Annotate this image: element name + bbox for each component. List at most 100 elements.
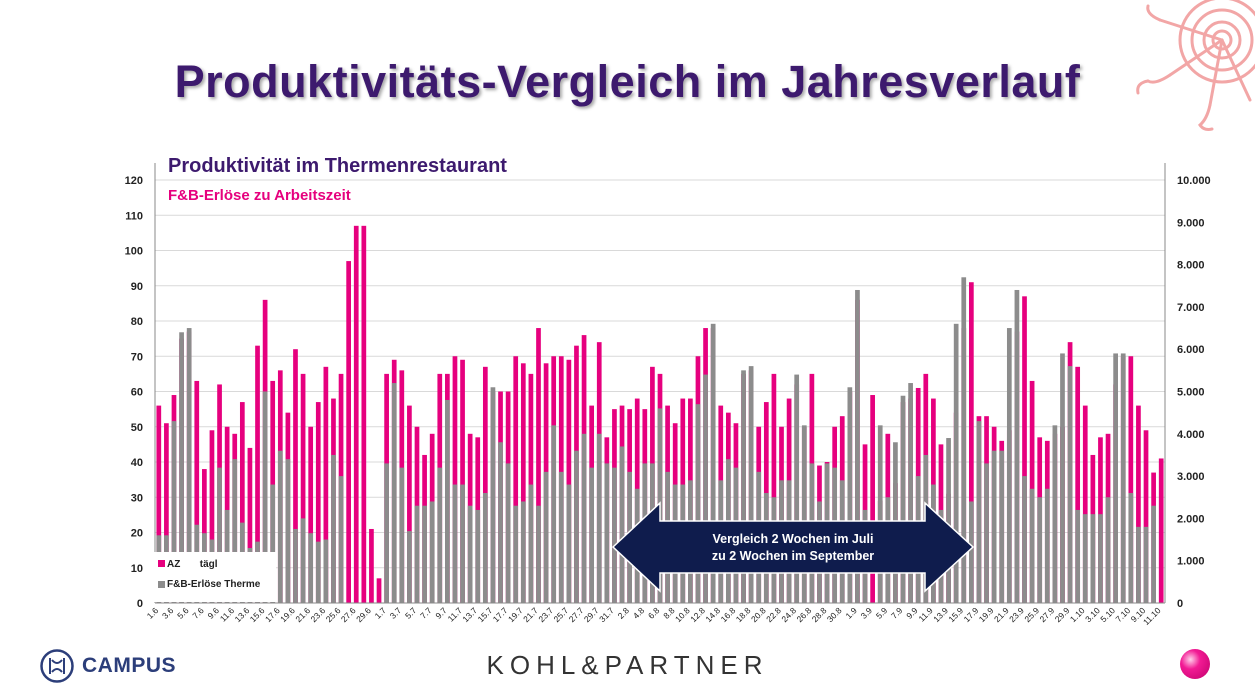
y-tick-label: 100 (125, 246, 143, 258)
x-tick-label: 25.9 (1022, 605, 1041, 624)
az-bar (452, 356, 458, 603)
x-tick-label: 23.9 (1007, 605, 1026, 624)
fb-bar (171, 421, 177, 603)
y2-tick-label: 1.000 (1177, 556, 1205, 568)
x-tick-label: 15.6 (248, 605, 267, 624)
chart-subtitle: F&B-Erlöse zu Arbeitszeit (168, 187, 351, 204)
y2-tick-label: 4.000 (1177, 429, 1205, 441)
az-bar (308, 426, 314, 603)
fb-bar (953, 323, 959, 603)
fb-bar (217, 467, 222, 603)
fb-bar (1136, 526, 1141, 603)
double-arrow-shape (611, 501, 975, 593)
pink-dot-icon (1180, 649, 1210, 679)
fb-bar (467, 505, 473, 603)
productivity-chart: 0 10 20 30 40 50 60 70 80 90 100 110 120 0 1.000 2.000… (125, 155, 1211, 627)
fb-bar (285, 459, 291, 603)
fb-bar (475, 509, 481, 603)
legend-fb-label: F&B-Erlöse Therme (167, 579, 261, 590)
arrow-label-line2: zu 2 Wochen im September (712, 549, 874, 563)
fb-bar (558, 471, 564, 603)
y2-tick-label: 9.000 (1177, 217, 1205, 229)
fb-bar (847, 387, 853, 603)
az-bar (323, 366, 329, 603)
y-tick-label: 120 (125, 175, 143, 187)
fb-bar (1082, 514, 1088, 603)
fb-bar (1113, 353, 1118, 603)
fb-bar (1014, 289, 1020, 603)
x-tick-label: 19.7 (506, 605, 525, 624)
fb-bar (437, 467, 443, 603)
fb-bar (695, 404, 701, 603)
y-tick-label: 70 (131, 351, 143, 363)
x-tick-label: 1.7 (373, 605, 389, 621)
fb-bar (536, 505, 541, 603)
y2-tick-label: 10.000 (1177, 175, 1211, 187)
az-bar (1128, 356, 1134, 603)
fb-bar (315, 541, 321, 603)
fb-bar (1044, 488, 1050, 603)
fb-bar (877, 425, 883, 603)
fb-bar (1067, 366, 1073, 603)
x-tick-label: 29.6 (354, 605, 373, 624)
legend: AZ tägl F&B-Erlöse Therme (152, 552, 276, 602)
y2-tick-label: 5.000 (1177, 387, 1205, 399)
x-tick-label: 25.7 (552, 605, 571, 624)
az-bar (1136, 405, 1141, 603)
x-tick-label: 11.10 (1141, 605, 1163, 627)
campus-label: CAMPUS (82, 654, 177, 677)
fb-bar (232, 459, 238, 603)
x-tick-label: 1.10 (1068, 605, 1087, 624)
x-tick-label: 3.10 (1083, 605, 1102, 624)
x-tick-label: 21.9 (992, 605, 1011, 624)
x-tick-label: 12.8 (688, 605, 707, 624)
az-bar (407, 405, 412, 603)
fb-bar (543, 471, 549, 603)
az-bar (300, 373, 306, 603)
ship-wheel-icon (1136, 0, 1255, 131)
fb-bar (908, 383, 913, 603)
kohl-partner-logo: KOHL&PARTNER (486, 650, 769, 680)
x-tick-label: 11.6 (218, 605, 237, 624)
fb-bar (999, 450, 1005, 603)
x-tick-label: 5.10 (1098, 605, 1117, 624)
fb-bar (490, 387, 496, 603)
az-bar (209, 430, 215, 603)
fb-bar (338, 476, 344, 603)
x-tick-label: 27.7 (567, 605, 586, 624)
fb-bar (384, 463, 389, 603)
x-tick-label: 13.9 (931, 605, 950, 624)
fb-bar (460, 484, 465, 603)
fb-bar (794, 374, 800, 603)
fb-bar (1075, 509, 1081, 603)
fb-bar (414, 505, 420, 603)
x-tick-label: 26.8 (795, 605, 814, 624)
az-bar (1143, 430, 1149, 603)
fb-bar (407, 531, 412, 603)
y2-tick-label: 2.000 (1177, 513, 1205, 525)
az-bar (1158, 458, 1164, 603)
y-tick-label: 60 (131, 387, 143, 399)
fb-bar (498, 442, 503, 603)
fb-bar (748, 366, 754, 603)
fb-bar (703, 374, 708, 603)
y-tick-label: 20 (131, 528, 143, 540)
x-tick-label: 27.6 (339, 605, 358, 624)
y2-tick-label: 0 (1177, 598, 1183, 610)
fb-bar (391, 383, 397, 603)
az-bar (164, 423, 169, 603)
fb-bar (1029, 488, 1035, 603)
x-tick-label: 17.6 (263, 605, 282, 624)
comparison-arrow: Vergleich 2 Wochen im Juli zu 2 Wochen i… (611, 501, 975, 593)
fb-bar (991, 450, 997, 603)
x-tick-label: 29.7 (582, 605, 601, 624)
x-tick-label: 14.8 (703, 605, 722, 624)
x-tick-label: 7.6 (190, 605, 206, 621)
x-tick-label: 22.8 (764, 605, 783, 624)
fb-bar (505, 463, 511, 603)
x-tick-label: 18.8 (734, 605, 753, 624)
fb-bar (482, 493, 488, 603)
fb-bar (308, 533, 314, 603)
fb-bar (1022, 476, 1027, 603)
fb-bar (1120, 353, 1126, 603)
